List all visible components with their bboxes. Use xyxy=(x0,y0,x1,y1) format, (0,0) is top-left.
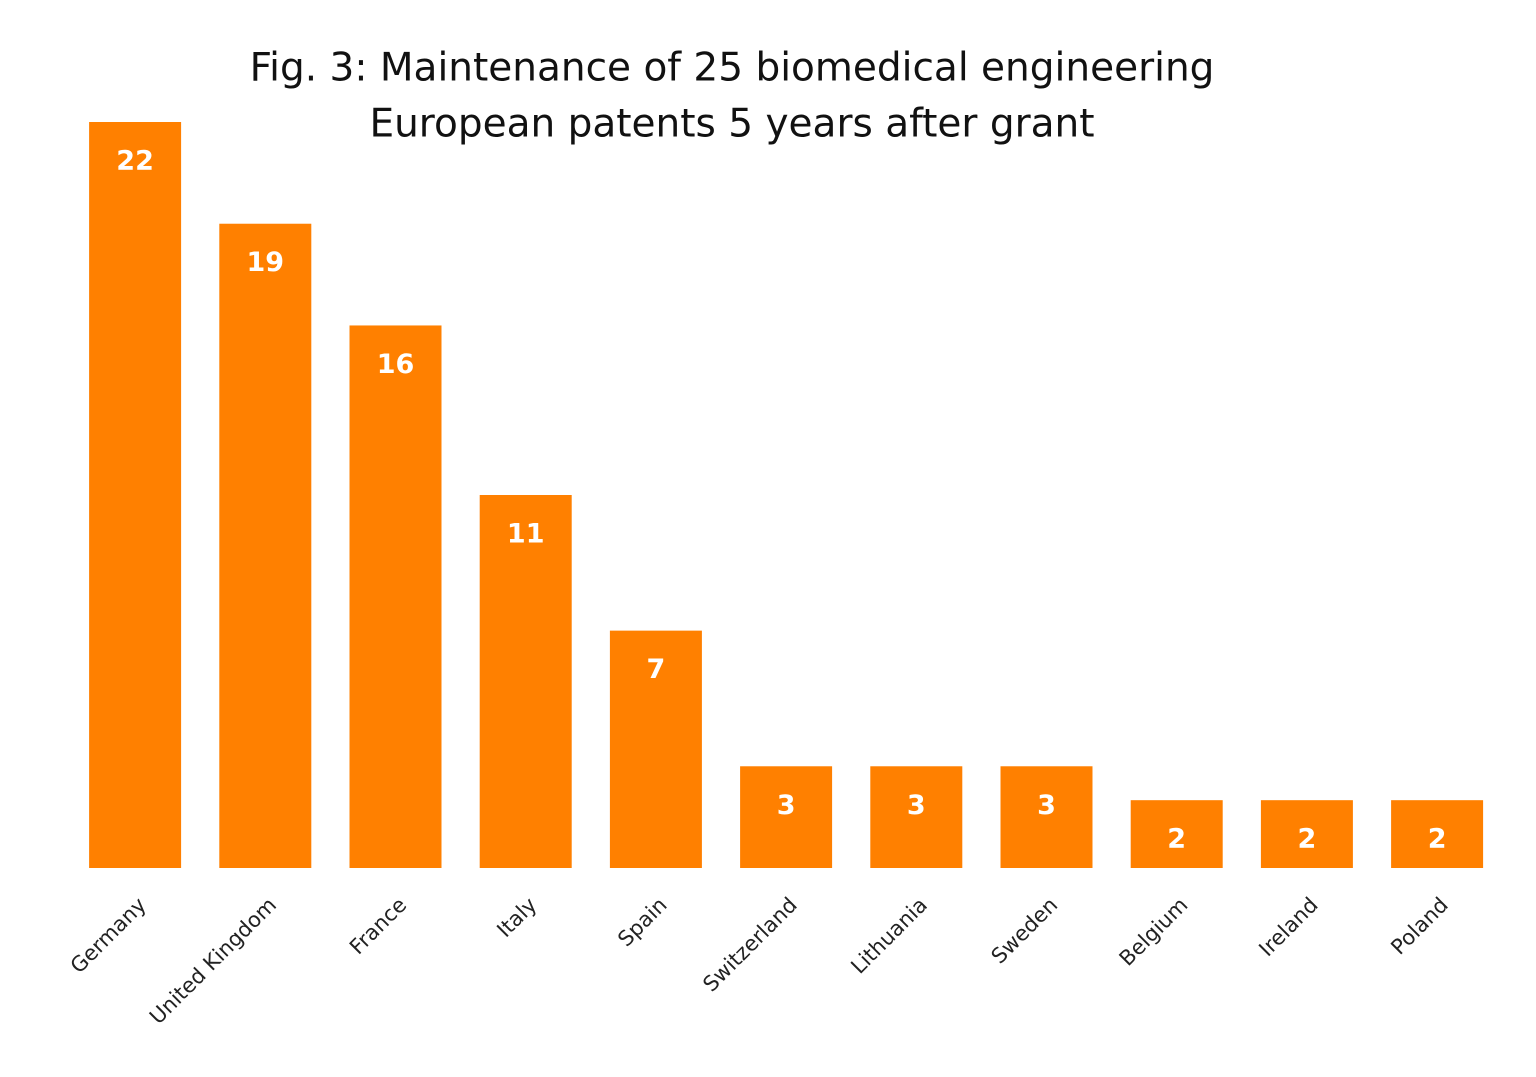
x-tick-label: Poland xyxy=(1386,893,1453,960)
value-label: 2 xyxy=(1167,824,1186,855)
value-label: 11 xyxy=(507,519,545,550)
x-tick-label: Belgium xyxy=(1115,893,1193,971)
x-tick-label: Switzerland xyxy=(698,893,802,997)
x-tick-label: Italy xyxy=(492,893,541,942)
x-tick-label: France xyxy=(345,893,411,959)
value-label: 3 xyxy=(1037,790,1056,821)
value-label: 7 xyxy=(647,654,666,685)
value-label: 19 xyxy=(247,247,285,278)
value-label: 3 xyxy=(777,790,796,821)
bar xyxy=(89,122,181,868)
x-tick-label: Lithuania xyxy=(846,893,932,979)
bar xyxy=(219,224,311,868)
x-tick-label: United Kingdom xyxy=(145,893,281,1029)
value-label: 2 xyxy=(1428,824,1447,855)
x-tick-label: Germany xyxy=(66,893,151,978)
value-label: 2 xyxy=(1298,824,1317,855)
x-tick-label: Sweden xyxy=(987,893,1063,969)
chart-title: European patents 5 years after grant xyxy=(369,102,1094,147)
value-label: 3 xyxy=(907,790,926,821)
value-label: 22 xyxy=(116,146,154,177)
x-tick-label: Ireland xyxy=(1254,893,1322,961)
x-tick-label: Spain xyxy=(613,893,671,951)
chart-title: Fig. 3: Maintenance of 25 biomedical eng… xyxy=(250,46,1215,91)
value-label: 16 xyxy=(377,349,415,380)
bar xyxy=(350,325,442,868)
bar xyxy=(480,495,572,868)
